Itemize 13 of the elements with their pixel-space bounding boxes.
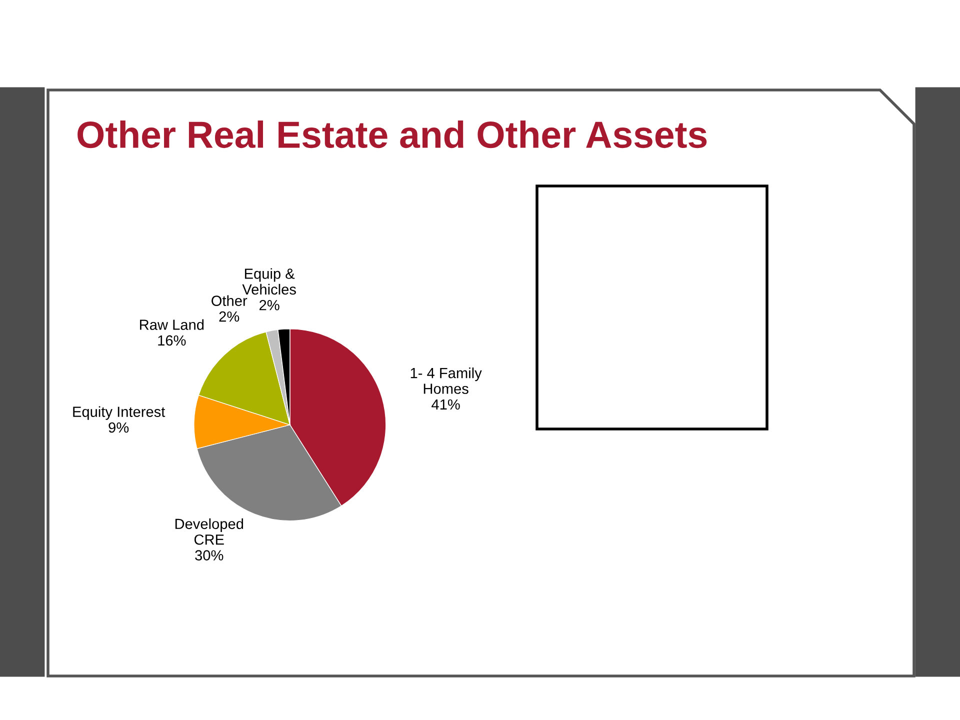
data-label: 16%	[158, 335, 186, 346]
slice-label: Other	[212, 295, 248, 306]
data-label: 2%	[219, 311, 240, 322]
slice-label: 1- 4 Family Homes	[410, 368, 482, 394]
slice-label: Equip & Vehicles	[242, 268, 296, 295]
data-label: 41%	[432, 399, 460, 410]
data-label: 30%	[195, 550, 224, 560]
data-label: 9%	[108, 422, 129, 433]
slice-label: Raw Land	[140, 319, 204, 330]
slice-label: Developed CRE	[175, 518, 244, 545]
chart-title: Other Real Estate and Other Assets	[78, 120, 707, 148]
data-label: 2%	[260, 300, 280, 310]
slice-label: Equity Interest	[73, 406, 166, 420]
